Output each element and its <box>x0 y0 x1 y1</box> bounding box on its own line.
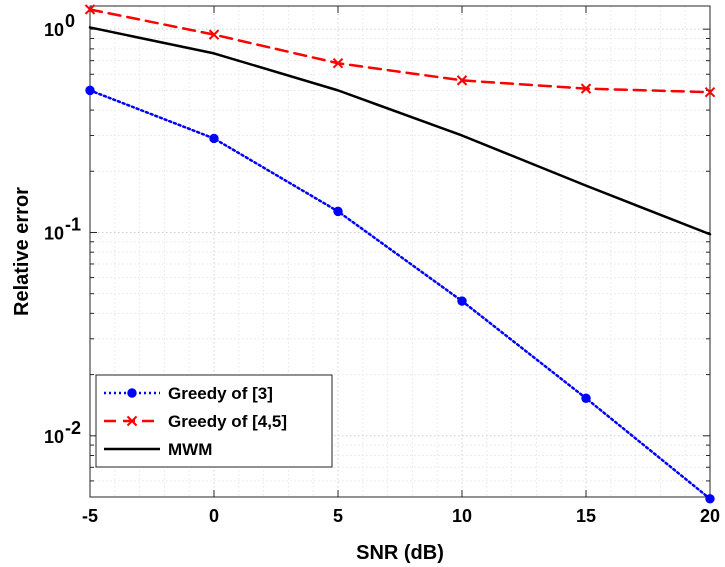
marker-stroke <box>580 83 592 94</box>
data-point <box>581 393 591 403</box>
data-point <box>85 85 95 96</box>
data-point <box>580 83 592 94</box>
y-tick-label: 10 <box>44 427 64 447</box>
plot-frame <box>89 5 711 498</box>
series-1 <box>85 85 715 504</box>
legend-item: Greedy of [3] <box>104 384 273 403</box>
marker-stroke <box>704 86 716 98</box>
series-line <box>88 89 712 501</box>
legend-marker <box>127 388 137 398</box>
data-point <box>209 133 219 144</box>
data-point <box>332 58 344 69</box>
legend: Greedy of [3] Greedy of [4,5] MWM <box>95 374 333 468</box>
series-line <box>88 8 712 94</box>
legend-marker <box>126 415 138 427</box>
legend-label: Greedy of [4,5] <box>168 412 287 431</box>
marker-stroke <box>208 29 220 40</box>
series-line <box>88 26 712 236</box>
x-tick-label: 20 <box>700 506 720 526</box>
series-2 <box>84 4 716 98</box>
x-tick-label: -5 <box>82 506 98 526</box>
x-tick-label: 5 <box>333 506 343 526</box>
data-point <box>704 86 716 98</box>
data-point <box>456 75 468 86</box>
x-tick-label: 10 <box>452 506 472 526</box>
data-point <box>333 206 343 217</box>
marker-stroke <box>332 58 344 69</box>
data-point <box>457 296 467 306</box>
x-tick-label: 0 <box>209 506 219 526</box>
data-point <box>84 4 96 15</box>
series-3 <box>88 26 712 236</box>
legend-item: Greedy of [4,5] <box>104 412 287 431</box>
x-tick-label: 15 <box>576 506 596 526</box>
legend-label: MWM <box>168 440 212 459</box>
y-tick-label: 10 <box>44 223 64 243</box>
y-tick-exponent: -2 <box>65 418 81 438</box>
legend-item: MWM <box>104 440 212 459</box>
y-tick-exponent: 0 <box>65 11 75 31</box>
marker-stroke <box>456 75 468 86</box>
y-tick-label: 10 <box>44 20 64 40</box>
data-point <box>208 29 220 40</box>
x-axis-label: SNR (dB) <box>356 542 444 564</box>
marker-stroke <box>84 4 96 15</box>
y-tick-exponent: -1 <box>65 214 81 234</box>
legend-label: Greedy of [3] <box>168 384 273 403</box>
axis-ticks <box>89 6 711 498</box>
series-lines <box>84 4 716 504</box>
data-point <box>705 494 715 504</box>
marker-stroke <box>126 415 138 427</box>
y-axis-label: Relative error <box>11 187 33 316</box>
